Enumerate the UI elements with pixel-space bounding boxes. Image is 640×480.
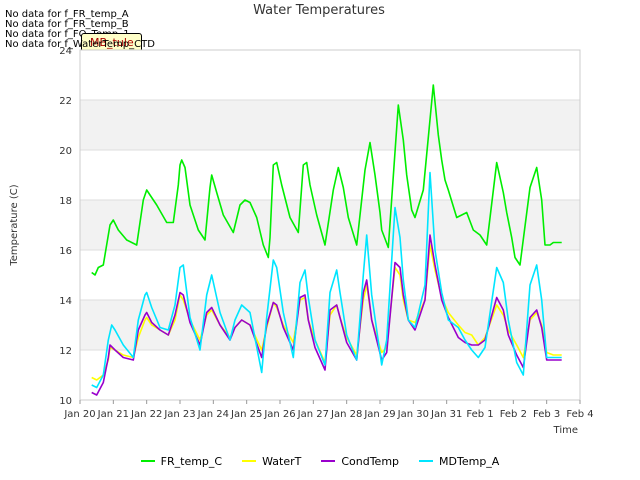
legend-swatch bbox=[419, 460, 434, 462]
plot-band bbox=[80, 100, 580, 150]
y-axis-label: Temperature (C) bbox=[9, 184, 20, 266]
series-line-FR_temp_C bbox=[91, 84, 562, 276]
plot-band bbox=[80, 300, 580, 350]
x-tick-label: Jan 23 bbox=[163, 409, 195, 420]
plot-bands bbox=[80, 49, 580, 401]
x-tick-label: Jan 24 bbox=[197, 409, 229, 420]
x-axis-label: Time bbox=[553, 425, 578, 436]
no-data-line-3: No data for f_FO_Temp_1 bbox=[5, 29, 130, 40]
y-tick-label: 24 bbox=[59, 46, 72, 57]
no-data-line-1: No data for f_FR_temp_A bbox=[5, 9, 129, 20]
legend-swatch bbox=[321, 460, 336, 462]
plot-band bbox=[80, 350, 580, 400]
x-tick-label: Jan 28 bbox=[330, 409, 362, 420]
x-tick-label: Jan 27 bbox=[297, 409, 329, 420]
y-tick-label: 18 bbox=[59, 196, 72, 207]
x-tick-label: Feb 3 bbox=[533, 409, 560, 420]
y-tick-label: 22 bbox=[59, 96, 72, 107]
series-lines bbox=[91, 84, 562, 396]
y-axis: 10 12 14 16 18 20 22 24 bbox=[59, 46, 72, 407]
legend-label: CondTemp bbox=[341, 454, 400, 468]
x-tick-label: Jan 22 bbox=[130, 409, 162, 420]
x-tick-label: Feb 2 bbox=[500, 409, 527, 420]
y-tick-label: 14 bbox=[59, 296, 72, 307]
chart-title: Water Temperatures bbox=[253, 3, 385, 18]
legend-item: MDTemp_A bbox=[419, 455, 499, 468]
plot-frame bbox=[79, 49, 581, 401]
x-tick-label: Jan 26 bbox=[263, 409, 295, 420]
no-data-line-2: No data for f_FR_temp_B bbox=[5, 19, 129, 30]
x-tick-label: Feb 1 bbox=[466, 409, 493, 420]
chart-legend: FR_temp_C WaterT CondTemp MDTemp_A bbox=[0, 452, 640, 468]
x-tick-label: Jan 20 bbox=[63, 409, 95, 420]
plot-band bbox=[80, 150, 580, 200]
legend-label: MDTemp_A bbox=[439, 454, 500, 468]
y-tick-label: 16 bbox=[59, 246, 72, 257]
x-axis: Jan 20 Jan 21 Jan 22 Jan 23 Jan 24 Jan 25 Jan … bbox=[63, 400, 594, 420]
x-tick-label: Jan 29 bbox=[363, 409, 395, 420]
legend-swatch bbox=[242, 460, 257, 462]
y-tick-label: 10 bbox=[59, 396, 72, 407]
site-tooltip: MB_tule bbox=[81, 33, 142, 52]
tooltip-label: MB_tule bbox=[90, 36, 134, 49]
legend-item: FR_temp_C bbox=[140, 454, 223, 468]
x-tick-label: Jan 21 bbox=[97, 409, 129, 420]
no-data-line-4: No data for f_WaterTemp_CTD bbox=[5, 39, 155, 50]
legend-item: WaterT bbox=[242, 455, 301, 468]
x-tick-label: Jan 25 bbox=[230, 409, 262, 420]
y-tick-label: 12 bbox=[59, 346, 72, 357]
legend-item: CondTemp bbox=[321, 455, 399, 468]
legend-swatch bbox=[140, 460, 155, 462]
x-tick-label: Feb 4 bbox=[566, 409, 593, 420]
x-tick-label: Jan 31 bbox=[430, 409, 462, 420]
y-tick-label: 20 bbox=[59, 146, 72, 157]
legend-label: WaterT bbox=[262, 454, 302, 468]
plot-band bbox=[80, 50, 580, 100]
series-line-MDTemp_A bbox=[91, 171, 562, 389]
legend-label: FR_temp_C bbox=[160, 454, 223, 468]
x-tick-label: Jan 30 bbox=[397, 409, 429, 420]
